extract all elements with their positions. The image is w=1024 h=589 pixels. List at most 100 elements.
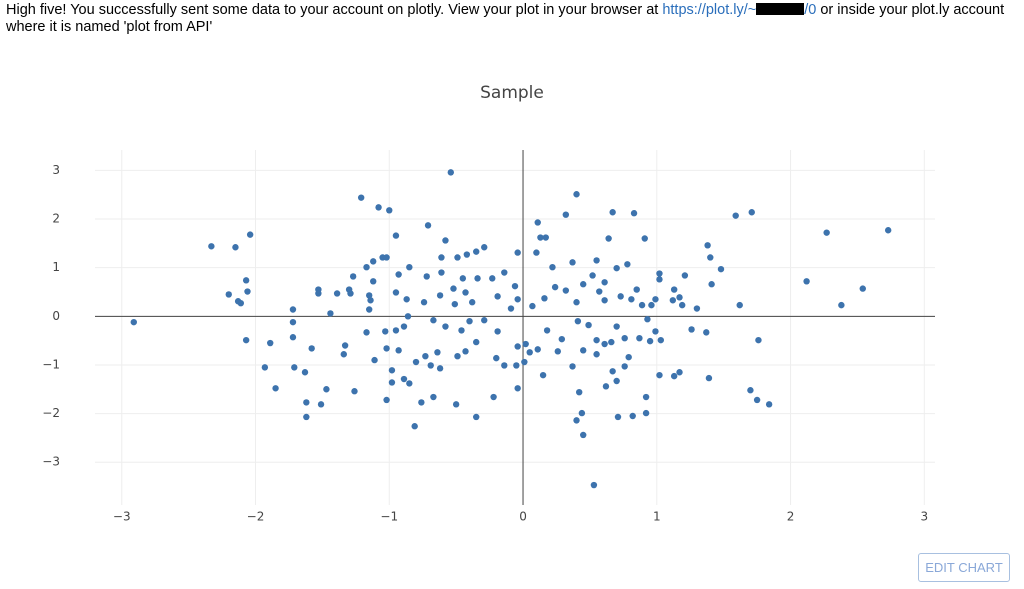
point [434,349,441,356]
point [521,358,528,366]
point [593,257,600,264]
point [543,327,551,334]
point [388,379,396,386]
point [501,269,508,276]
point [436,292,444,299]
point [308,345,315,352]
point [537,234,544,241]
point [703,329,710,336]
point [656,276,663,283]
point [481,317,488,324]
point [451,300,459,308]
point [629,412,636,420]
point [501,362,508,369]
point [392,327,400,334]
point [422,352,429,360]
point [529,302,536,310]
point [382,328,389,335]
point [462,348,469,355]
point [605,235,612,242]
point [573,191,580,198]
point [652,296,659,303]
x-tick-label: −3 [113,510,131,524]
point [323,386,330,393]
redaction [756,3,805,15]
point [628,296,635,303]
point [641,235,648,242]
point [593,351,600,358]
point [511,282,519,290]
point [438,254,445,261]
point [602,383,610,390]
point [347,290,354,297]
point [601,279,608,286]
point [569,259,576,266]
point [412,358,420,366]
point [630,210,638,217]
point [633,286,640,293]
point [244,288,251,295]
point [644,316,651,323]
point [613,377,620,385]
point [371,356,378,364]
point [534,219,541,226]
y-tick-label: 1 [52,260,60,274]
point [423,273,430,280]
point [589,272,596,279]
plot-link[interactable]: https://plot.ly/~ /0 [662,2,816,18]
y-tick-label: −2 [42,406,60,420]
point [370,278,377,285]
point [514,343,521,350]
point [573,299,580,306]
point [648,301,655,309]
edit-chart-button[interactable]: EDIT CHART [918,553,1010,582]
point [395,271,402,278]
point [473,338,480,346]
point [621,334,628,342]
point [468,299,476,306]
message-text: High five! You successfully sent some da… [6,2,663,18]
point [656,270,663,277]
point [732,212,739,219]
point [707,254,714,261]
point [454,352,461,360]
point [418,399,425,406]
point [442,323,449,330]
point [621,363,628,370]
point [753,396,761,404]
point [765,401,773,408]
point [466,317,473,325]
point [430,317,437,324]
point [327,310,334,317]
point [542,234,549,241]
point [541,295,548,302]
point [578,409,586,417]
link-start[interactable]: https://plot.ly/~ [662,2,757,18]
x-tick-label: 1 [653,510,661,524]
point [392,232,400,239]
point [747,387,754,394]
point [386,207,393,214]
point [859,285,866,292]
point [462,289,469,296]
point [392,289,400,296]
point [676,294,683,301]
x-tick-label: 3 [920,510,928,524]
point [383,345,390,352]
y-tick-label: −1 [42,357,60,371]
point [676,369,683,376]
point [242,277,250,284]
point [454,254,461,261]
point [614,413,622,421]
point [447,169,454,176]
point [494,328,501,335]
point [705,374,713,382]
point [383,396,390,404]
link-end[interactable]: /0 [804,2,817,18]
point [507,305,515,312]
message-text: or inside your plot.ly account where it … [6,2,1005,35]
point [411,423,418,430]
point [748,209,755,216]
point [608,338,615,346]
